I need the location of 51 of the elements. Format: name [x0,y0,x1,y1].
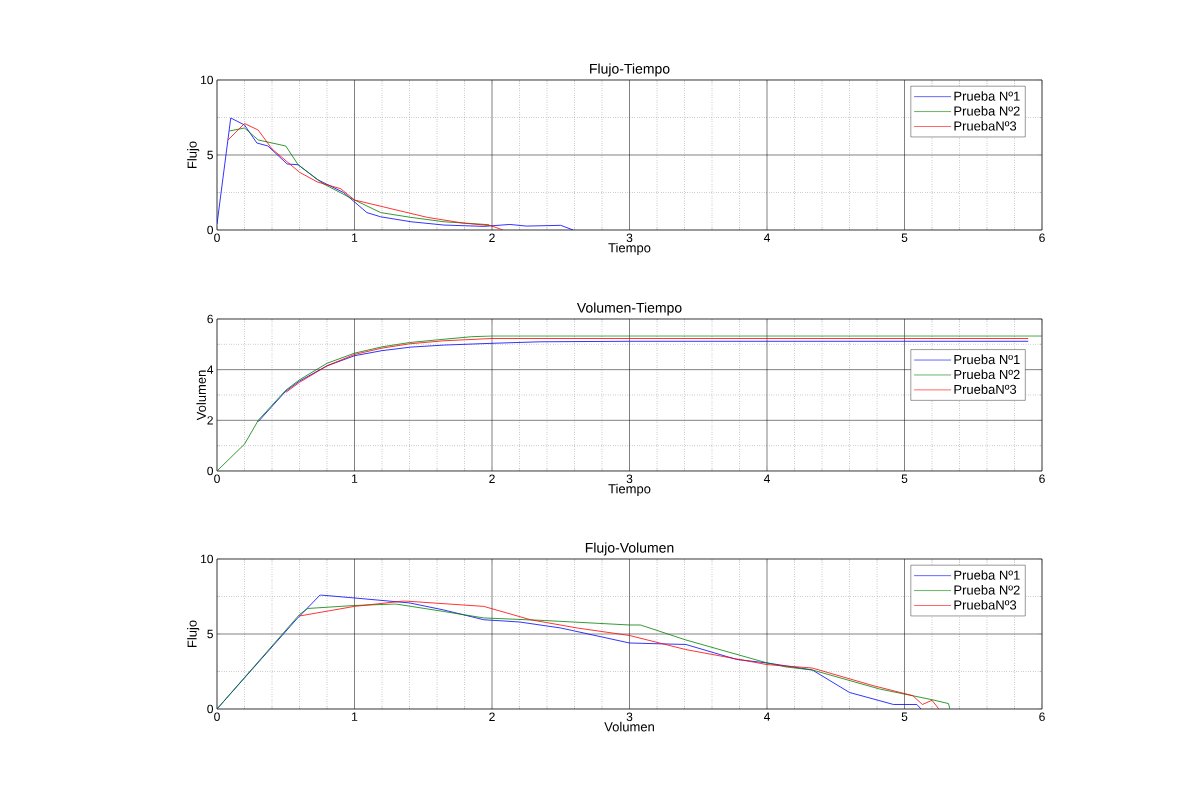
x-tick-label: 6 [1039,712,1045,722]
x-tick-label: 3 [626,233,633,243]
x-tick-label: 1 [352,233,358,242]
line-series [285,338,1029,393]
x-tick-label: 2 [489,474,495,483]
x-tick-label: 5 [901,233,908,242]
x-tick-label: 5 [901,474,908,483]
y-tick-label: 0 [207,466,214,476]
x-tick-label: 2 [489,712,495,721]
legend-label: Prueba Nº2 [954,585,1020,595]
legend-label: Prueba Nº2 [954,106,1020,116]
legend-label: PruebaNº3 [954,384,1017,394]
x-tick-label: 4 [763,712,770,721]
x-tick-label: 3 [626,474,633,483]
chart-title: Flujo-Tiempo [590,63,670,77]
chart-title: Flujo-Volumen [585,542,674,556]
y-axis-title: Flujo [187,620,200,648]
line-series [217,335,1042,471]
x-tick-label: 2 [489,233,495,242]
y-tick-label: 4 [207,365,214,374]
y-tick-label: 2 [207,416,213,425]
x-tick-label: 4 [763,233,770,242]
line-series [257,340,1029,422]
x-tick-label: 6 [1039,233,1045,243]
y-tick-label: 5 [207,629,213,639]
legend-label: Prueba Nº2 [954,369,1020,380]
y-axis-title: Flujo [187,141,200,169]
y-tick-label: 5 [207,150,213,160]
x-tick-label: 1 [352,712,358,721]
x-axis-title: Volumen [604,721,654,732]
legend-label: PruebaNº3 [954,121,1017,131]
y-tick-label: 0 [207,704,214,714]
y-tick-label: 6 [207,314,213,324]
legend-label: PruebaNº3 [954,600,1017,610]
line-series [217,117,574,230]
legend-label: Prueba Nº1 [954,354,1020,365]
x-tick-label: 6 [1039,474,1045,483]
legend-label: Prueba Nº1 [954,91,1020,101]
x-tick-label: 1 [352,474,358,483]
x-axis-title: Tiempo [608,242,651,255]
y-axis-title: Volumen [196,370,206,421]
legend-label: Prueba Nº1 [954,570,1020,580]
y-tick-label: 10 [201,75,214,85]
y-tick-label: 0 [207,225,214,235]
x-tick-label: 3 [626,712,633,722]
y-tick-label: 10 [201,554,214,564]
x-tick-label: 5 [901,712,908,721]
x-axis-title: Tiempo [608,483,651,496]
x-tick-label: 0 [214,474,220,483]
chart-title: Volumen-Tiempo [576,302,682,316]
x-tick-label: 4 [763,474,770,483]
